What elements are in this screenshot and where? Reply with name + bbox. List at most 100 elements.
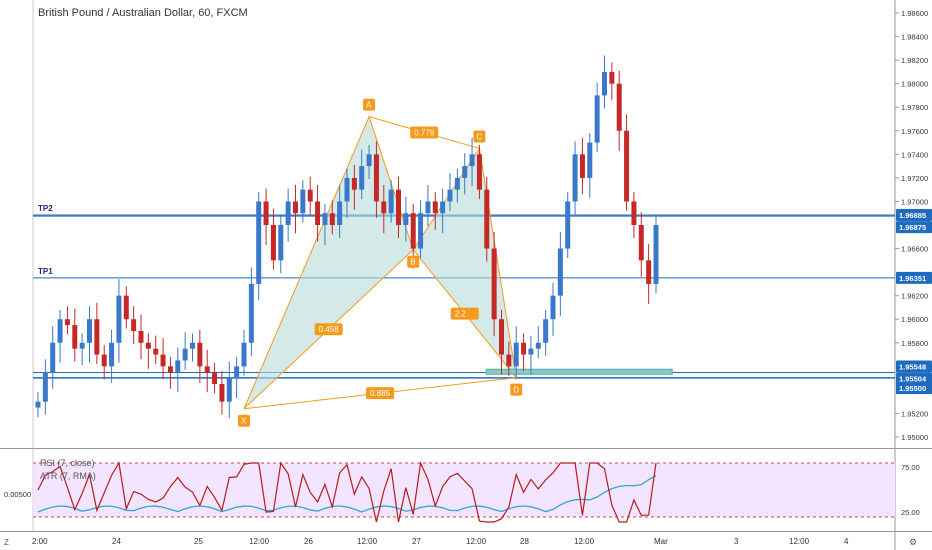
rsi-tick: 75.00 [901, 463, 920, 472]
level-label: TP2 [38, 204, 53, 213]
candle-body [101, 354, 107, 367]
price-tick-label: 1.95000 [901, 433, 928, 442]
candle-body [182, 348, 188, 361]
price-badge [896, 382, 932, 395]
candle-body [638, 225, 644, 261]
price-tick-label: 1.97200 [901, 174, 928, 183]
ratio-label: 0.778 [414, 129, 435, 138]
candle-body [153, 348, 159, 355]
price-badge-label: 1.96885 [899, 211, 926, 220]
candle-body [226, 378, 232, 402]
price-tick-label: 1.95800 [901, 339, 928, 348]
time-tick-label: 27 [412, 537, 421, 546]
price-badge-label: 1.96351 [899, 274, 926, 283]
candle-body [57, 319, 63, 343]
candle-body [190, 342, 195, 349]
candle-body [388, 189, 394, 214]
candle-body [462, 166, 468, 178]
candle-body [42, 372, 48, 402]
time-tick-label: 2:00 [32, 537, 48, 546]
candle-body [212, 372, 218, 384]
time-tick-label: 4 [844, 537, 849, 546]
candle-body [499, 319, 504, 355]
candle-body [351, 177, 357, 190]
price-tick-label: 1.97800 [901, 103, 928, 112]
candle-body [234, 366, 240, 379]
candle-body [447, 189, 453, 202]
candle-body [307, 189, 313, 202]
price-tick-label: 1.96600 [901, 245, 928, 254]
candle-body [557, 248, 563, 296]
pattern-point-label: X [241, 417, 247, 426]
candle-body [204, 366, 210, 373]
candle-body [241, 342, 247, 367]
target-zone [485, 368, 673, 375]
time-tick-label: 3 [734, 537, 739, 546]
candle-body [410, 213, 416, 249]
candle-body [550, 295, 556, 320]
pattern-point-d [510, 383, 523, 396]
candle-body [396, 189, 401, 225]
candle-body [285, 201, 291, 225]
rsi-line [37, 460, 657, 523]
price-badge-label: 1.96875 [899, 223, 926, 232]
candle-body [293, 201, 298, 214]
atr-legend: ATR (7, RMA) [40, 471, 96, 481]
candle-body [64, 319, 70, 326]
candle-body [373, 154, 379, 202]
candle-body [72, 325, 78, 349]
pattern-point-a [363, 98, 376, 111]
candle-body [653, 225, 659, 284]
candle-body [123, 295, 129, 320]
price-badge [896, 372, 932, 385]
price-tick-label: 1.98000 [901, 80, 928, 89]
candle-body [513, 342, 519, 367]
candle-body [109, 342, 115, 367]
candle-body [167, 366, 173, 373]
price-tick-label: 1.98600 [901, 9, 928, 18]
pattern-point-label: B [410, 258, 415, 267]
atr-tick: 0.00500 [4, 490, 31, 499]
candle-body [543, 319, 549, 343]
price-tick-label: 1.97400 [901, 150, 928, 159]
candle-body [329, 213, 335, 225]
candle-body [197, 342, 203, 367]
ratio-label: 0.885 [370, 389, 391, 398]
candle-body [248, 283, 254, 343]
pattern-point-label: C [476, 132, 482, 141]
candle-body [35, 401, 41, 408]
candle-body [432, 201, 438, 214]
time-tick-label: Mar [654, 537, 668, 546]
candle-body [138, 331, 144, 343]
price-tick-label: 1.96000 [901, 315, 928, 324]
candle-body [256, 201, 262, 284]
atr-line [37, 475, 657, 513]
candle-body [116, 295, 122, 343]
price-tick-label: 1.97000 [901, 197, 928, 206]
rsi-tick: 25.00 [901, 508, 920, 517]
price-tick-label: 1.98200 [901, 56, 928, 65]
candle-body [381, 201, 387, 214]
candle-body [565, 201, 571, 249]
candle-body [506, 354, 512, 367]
time-tick-label: 12:00 [789, 537, 810, 546]
candle-body [322, 213, 328, 225]
candle-body [175, 360, 181, 373]
candle-body [344, 177, 350, 202]
ratio-badge [450, 307, 479, 320]
time-tick-label: 24 [112, 537, 121, 546]
candle-body [87, 319, 92, 343]
time-tick-label: 28 [520, 537, 529, 546]
price-tick-label: 1.96200 [901, 292, 928, 301]
ratio-badge [314, 323, 343, 336]
candle-body [337, 201, 343, 225]
candle-body [440, 201, 446, 214]
candle-body [579, 154, 585, 178]
candle-body [131, 319, 137, 331]
candle-body [646, 260, 652, 284]
time-tick-label: 12:00 [249, 537, 270, 546]
ratio-label: 0.458 [319, 325, 340, 334]
ratio-badge [410, 126, 439, 139]
candle-body [594, 95, 600, 143]
